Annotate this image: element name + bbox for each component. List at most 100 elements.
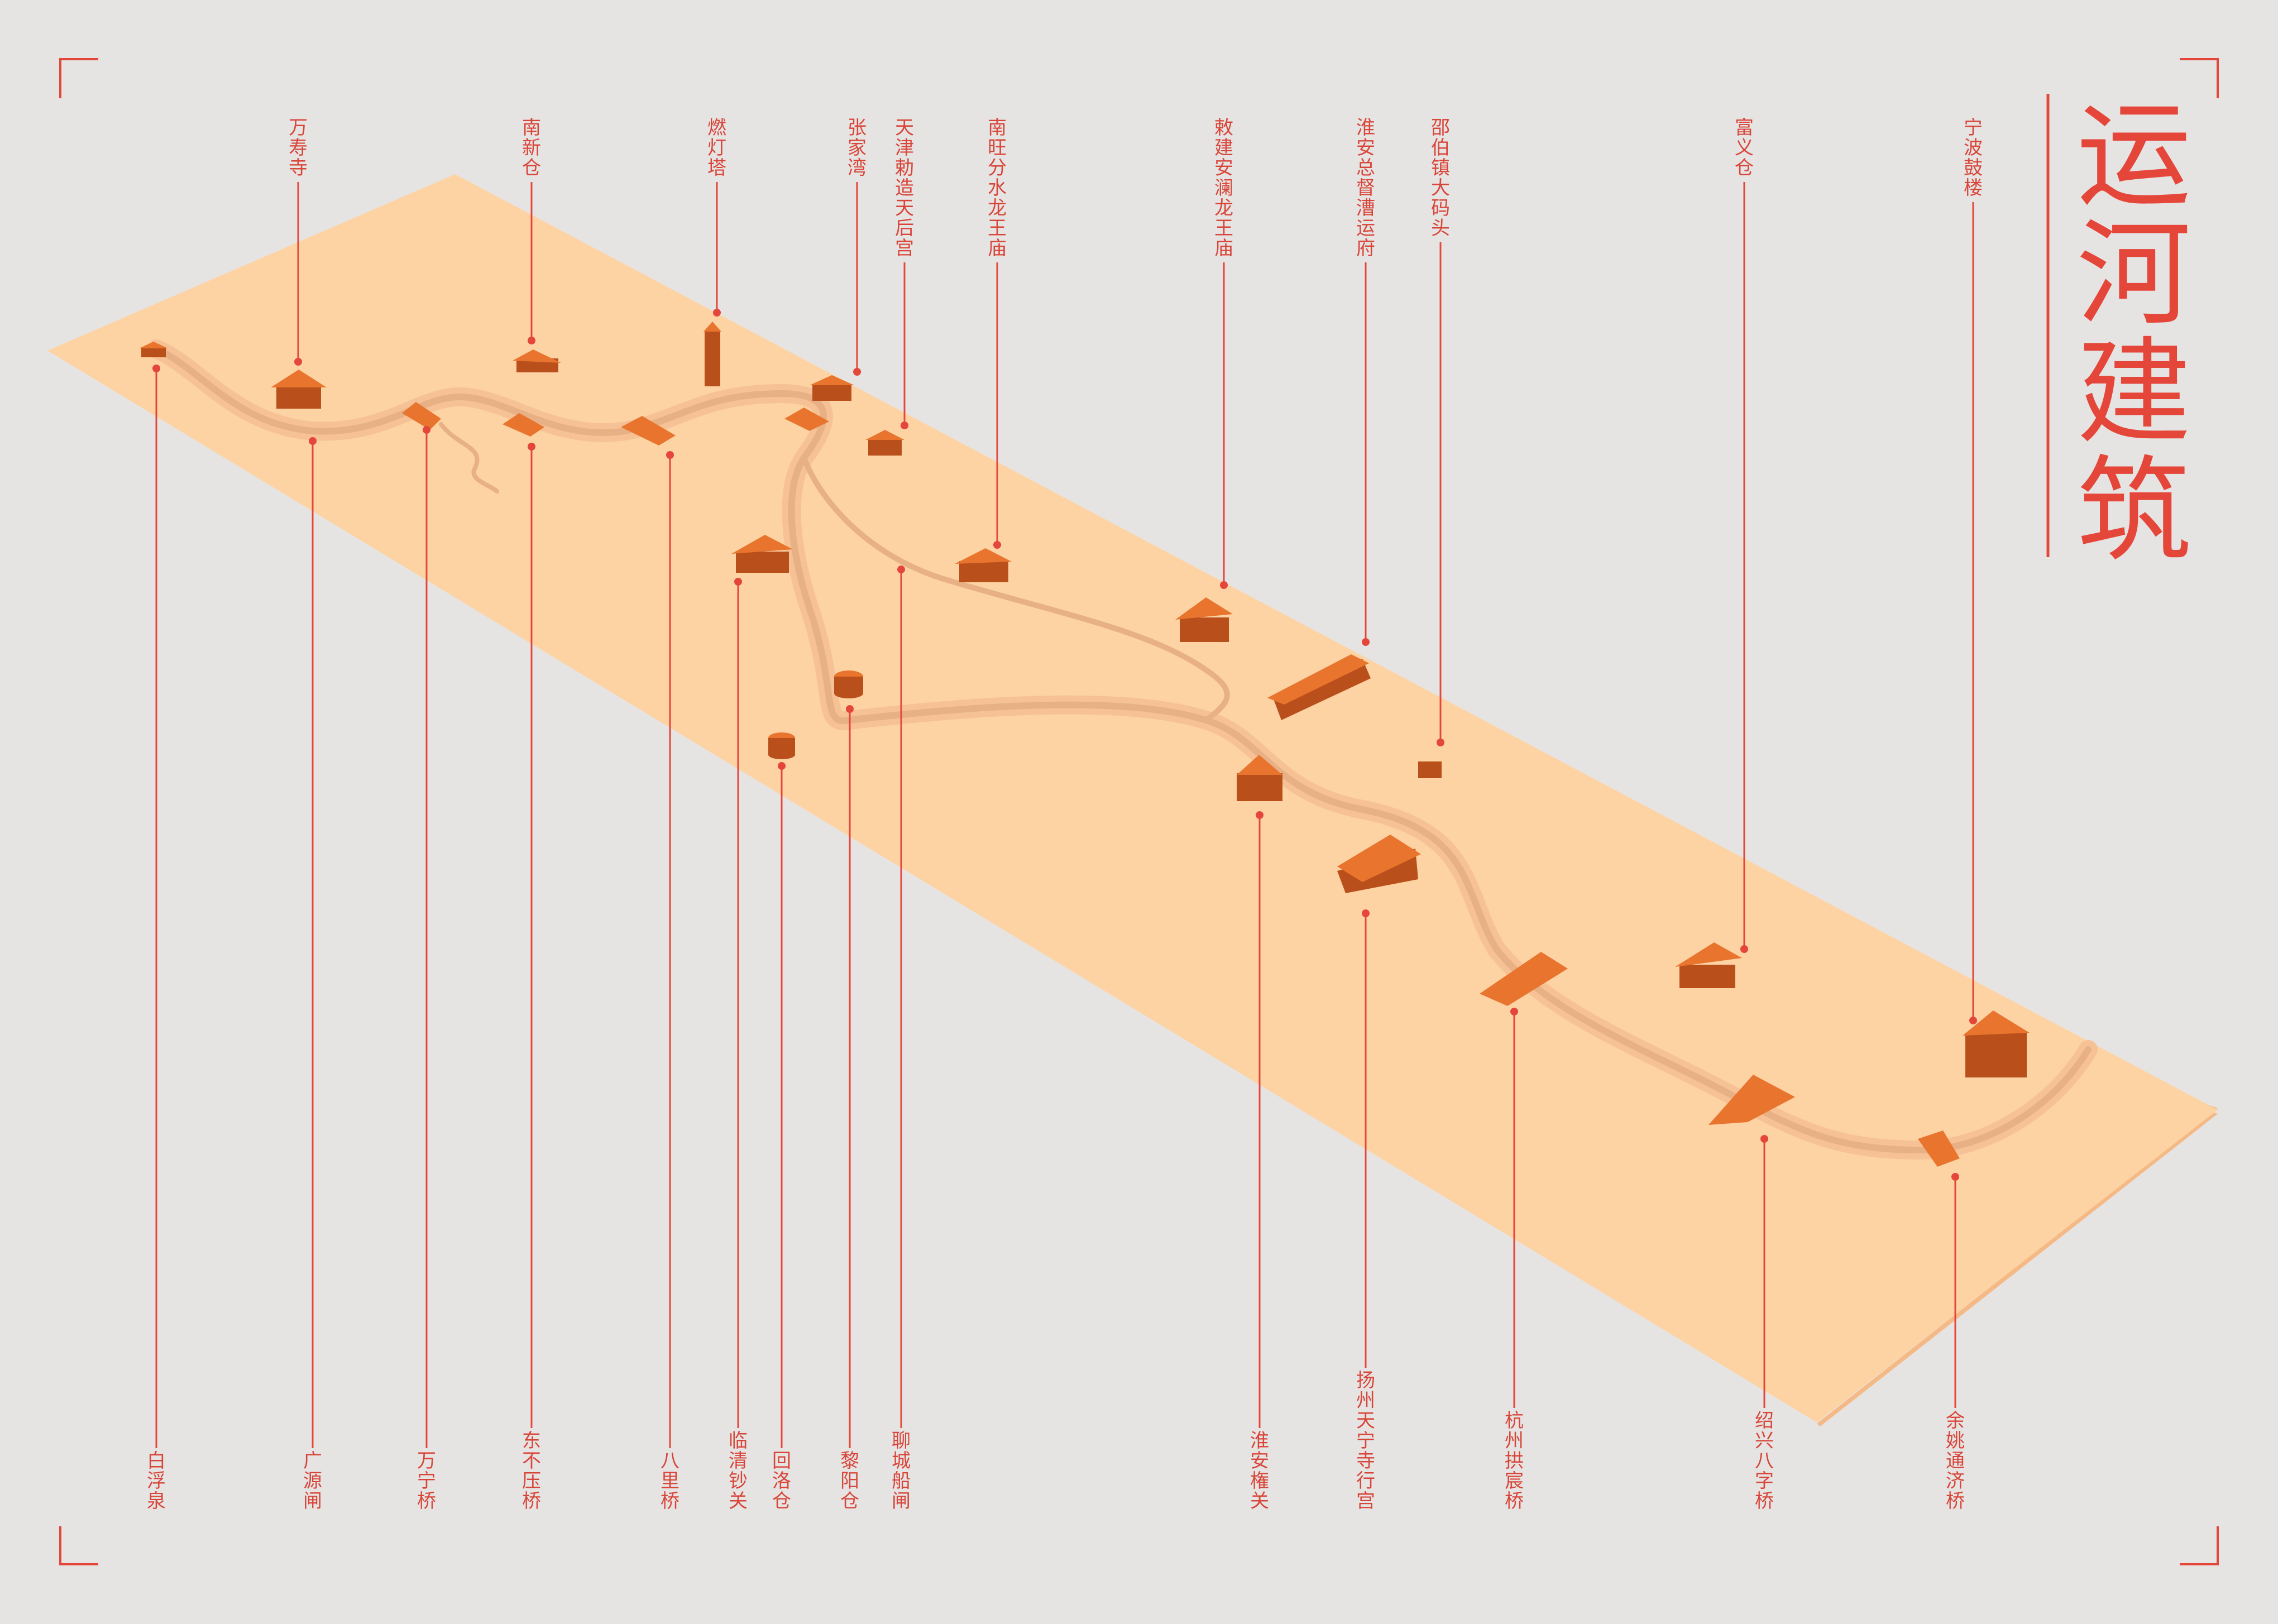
building-anlan (1175, 597, 1233, 642)
label-wanning-qiao-char: 万 (417, 1450, 436, 1472)
label-bali-qiao-char: 里 (661, 1470, 679, 1492)
label-nanwang-longwang-miao-char: 庙 (988, 237, 1007, 260)
label-huaian-queguan-leader-dot (1256, 811, 1264, 819)
label-shaoxing-bazi-qiao-char: 字 (1755, 1470, 1774, 1492)
label-huiluo-cang: 回洛仓 (772, 1450, 791, 1512)
label-fuyi-cang-char: 仓 (1735, 157, 1754, 179)
label-shaobo-matou-leader-dot (1437, 739, 1444, 746)
building-huiluocang (768, 732, 795, 759)
label-fuyi-cang-leader-dot (1740, 945, 1748, 953)
bridge-yuyao (1918, 1130, 1960, 1167)
label-linqing-chaoguan-char: 钞 (729, 1470, 748, 1492)
label-linqing-chaoguan-leader-dot (734, 578, 742, 586)
label-anlan-longwang-miao-char: 澜 (1214, 177, 1233, 199)
label-wanshou-si-char: 万 (289, 117, 308, 139)
bridge-shaoxing (1708, 1075, 1795, 1125)
label-baifu-quan-char: 浮 (147, 1470, 166, 1492)
bracket-bottom-right (2180, 1526, 2219, 1565)
label-nanwang-longwang-miao-char: 王 (988, 217, 1007, 239)
label-yangzhou-tianning-si-char: 宁 (1356, 1430, 1375, 1452)
river-channel (153, 346, 2092, 1153)
label-dongbuya-qiao-char: 桥 (522, 1490, 541, 1512)
label-nanxin-cang-char: 新 (522, 137, 541, 159)
label-huaian-queguan-char: 権 (1250, 1470, 1269, 1492)
label-zhangjia-wan: 张家湾 (848, 117, 867, 179)
label-randeng-ta-char: 灯 (707, 137, 726, 159)
label-randeng-ta-char: 塔 (707, 157, 726, 179)
building-wanshousi (271, 370, 327, 409)
label-huiluo-cang-char: 洛 (772, 1470, 791, 1492)
label-tianjin-tianhou-gong-leader-dot (901, 421, 908, 429)
building-linqing (731, 535, 793, 573)
label-huaian-caoyun-fu-leader-dot (1362, 638, 1370, 646)
label-wanning-qiao-leader-dot (423, 426, 430, 434)
label-tianjin-tianhou-gong-char: 后 (895, 217, 914, 239)
bridge-bali (621, 416, 676, 445)
label-huaian-caoyun-fu-char: 安 (1356, 137, 1375, 159)
label-ningbo-gulou-char: 鼓 (1964, 157, 1983, 179)
label-liyang-cang-char: 仓 (840, 1490, 859, 1512)
label-dongbuya-qiao-char: 压 (522, 1470, 541, 1492)
label-huaian-queguan-char: 淮 (1250, 1430, 1269, 1452)
label-anlan-longwang-miao-char: 安 (1214, 157, 1233, 179)
label-hangzhou-gongchen-qiao-char: 拱 (1505, 1450, 1524, 1472)
label-liaocheng-chuanzha-char: 船 (892, 1470, 911, 1492)
label-bali-qiao: 八里桥 (661, 1450, 679, 1512)
label-zhangjia-wan-char: 张 (848, 117, 867, 139)
building-tianhougong (865, 430, 904, 456)
label-linqing-chaoguan-char: 清 (729, 1450, 748, 1472)
label-huaian-queguan-char: 安 (1250, 1450, 1269, 1472)
label-wanshou-si: 万寿寺 (289, 117, 308, 179)
label-shaoxing-bazi-qiao-char: 八 (1755, 1450, 1774, 1472)
label-bali-qiao-leader-dot (666, 451, 674, 459)
label-ningbo-gulou-leader-dot (1969, 1017, 1977, 1024)
label-wanshou-si-leader-dot (294, 358, 302, 366)
label-shaoxing-bazi-qiao-char: 兴 (1755, 1430, 1774, 1452)
frame-brackets (59, 58, 2219, 1565)
label-baifu-quan-leader-dot (152, 365, 160, 372)
label-huaian-caoyun-fu-char: 督 (1356, 177, 1375, 199)
label-bali-qiao-char: 桥 (661, 1490, 679, 1512)
label-guangyuan-zha-char: 源 (303, 1470, 322, 1492)
label-huaian-caoyun-fu-char: 淮 (1356, 117, 1375, 139)
label-huaian-queguan-char: 关 (1250, 1490, 1269, 1512)
label-fuyi-cang-char: 富 (1735, 117, 1754, 139)
label-baifu-quan-char: 白 (147, 1450, 166, 1472)
label-nanxin-cang-char: 南 (522, 117, 541, 139)
label-anlan-longwang-miao-char: 龙 (1214, 197, 1233, 219)
building-shaobo (1418, 761, 1442, 778)
label-yangzhou-tianning-si-leader-dot (1362, 909, 1370, 917)
plate-top (47, 174, 2218, 1422)
label-shaoxing-bazi-qiao-char: 绍 (1755, 1410, 1774, 1432)
label-yangzhou-tianning-si-char: 州 (1356, 1390, 1375, 1412)
label-huiluo-cang-char: 仓 (772, 1490, 791, 1512)
label-yangzhou-tianning-si-char: 天 (1356, 1410, 1375, 1432)
leader-lines (152, 182, 1977, 1448)
building-huaian-queguan (1237, 755, 1282, 801)
label-liaocheng-chuanzha-char: 闸 (892, 1490, 911, 1512)
label-linqing-chaoguan-char: 关 (729, 1490, 748, 1512)
label-tianjin-tianhou-gong-char: 造 (895, 177, 914, 199)
isometric-plate (47, 174, 2218, 1426)
label-bali-qiao-char: 八 (661, 1450, 679, 1472)
building-caoyunfu (1267, 654, 1371, 720)
label-shaobo-matou-char: 伯 (1431, 137, 1450, 159)
label-liyang-cang-char: 黎 (840, 1450, 859, 1472)
bracket-bottom-left (59, 1526, 98, 1565)
label-randeng-ta-leader-dot (713, 309, 721, 317)
label-liyang-cang-char: 阳 (840, 1470, 859, 1492)
label-shaobo-matou-char: 头 (1431, 217, 1450, 239)
bridge-wanning (402, 402, 441, 430)
label-tianjin-tianhou-gong-char: 津 (895, 137, 914, 159)
